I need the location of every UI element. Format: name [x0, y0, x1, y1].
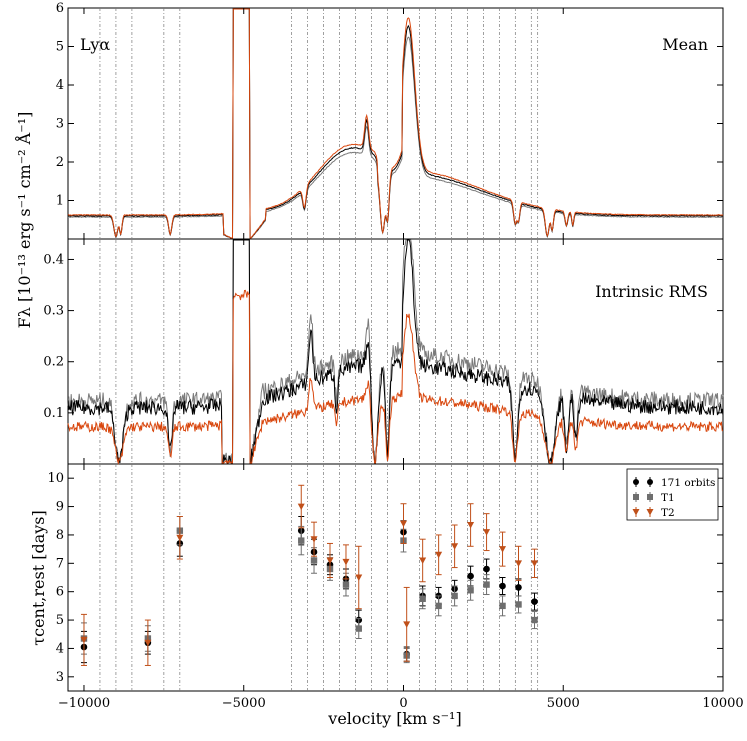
- xtick-label-3: 5000: [547, 696, 580, 711]
- point-T1-10: [419, 595, 426, 602]
- point-T2-4: [310, 536, 318, 543]
- legend-marker-T1-1: [647, 494, 653, 500]
- point-T1-13: [467, 587, 474, 594]
- point-T1-7: [355, 625, 362, 632]
- point-T1-14: [483, 581, 490, 588]
- legend-marker-171-orbits-1: [647, 479, 653, 485]
- middle-ytick-label-3: 0.4: [43, 252, 64, 267]
- point-171-orbits-16: [515, 584, 522, 591]
- point-T2-6: [342, 558, 350, 566]
- bottom-ytick-label-4: 7: [56, 556, 64, 571]
- xtick-label-1: −5000: [222, 696, 266, 711]
- x-axis-label: velocity [km s⁻¹]: [327, 709, 461, 728]
- bin-edge-lines: [99, 8, 539, 691]
- top-ytick-label-0: 1: [56, 194, 64, 209]
- point-T1-3: [298, 537, 305, 544]
- mean-line-T1: [67, 8, 724, 239]
- top-ytick-label-5: 6: [56, 1, 64, 16]
- point-T2-1: [144, 639, 152, 647]
- legend-label-171-orbits: 171 orbits: [661, 477, 715, 489]
- point-T2-2: [176, 534, 184, 542]
- annotation-intrinsic-rms: Intrinsic RMS: [595, 282, 708, 301]
- panel-bottom-frame: [67, 463, 724, 692]
- legend: 171 orbits T1 T2: [626, 468, 719, 521]
- point-171-orbits-17: [531, 598, 538, 605]
- legend-label-T1: T1: [661, 492, 675, 504]
- mean-line-171-orbits: [67, 8, 724, 239]
- point-T1-12: [451, 592, 458, 600]
- bottom-ytick-label-3: 6: [56, 585, 64, 600]
- rms-line-T2: [67, 289, 724, 465]
- point-171-orbits-15: [499, 582, 506, 590]
- rms-spectrum-lines: [67, 239, 724, 465]
- mean-spectrum-lines: [67, 8, 724, 239]
- bottom-ytick-label-5: 8: [56, 528, 64, 543]
- panel-top-frame: [67, 7, 724, 240]
- top-ytick-label-4: 5: [56, 40, 64, 55]
- point-T1-11: [435, 602, 442, 610]
- axis-ticks: 1 2 3 4 5 6 0.1 0.2 0.3 0.4 3 4 5 6 7 8 9 10 −10000 −5000 0 5…: [43, 1, 743, 711]
- middle-ytick-label-2: 0.3: [43, 304, 64, 319]
- bottom-ytick-label-6: 9: [56, 500, 64, 515]
- bottom-ytick-label-2: 5: [56, 613, 64, 628]
- shared-y-label: Fλ [10⁻¹³ erg s⁻¹ cm⁻² Å⁻¹]: [14, 112, 34, 329]
- point-T2-15: [499, 546, 507, 553]
- annotation-lya: Lyα: [80, 35, 110, 54]
- legend-marker-T2-0: [632, 509, 640, 516]
- point-T2-9: [403, 621, 411, 628]
- top-ytick-label-3: 4: [56, 78, 64, 93]
- middle-ytick-label-0: 0.1: [43, 406, 64, 421]
- point-T1-6: [342, 581, 350, 588]
- middle-ytick-label-1: 0.2: [43, 355, 64, 370]
- xtick-label-0: −10000: [58, 696, 110, 711]
- top-ytick-label-1: 2: [56, 155, 64, 170]
- bottom-y-label: τcent,rest [days]: [29, 510, 48, 645]
- point-T1-15: [499, 602, 506, 610]
- legend-marker-T1-0: [633, 494, 639, 500]
- point-T1-4: [310, 557, 318, 564]
- bottom-ytick-label-7: 10: [47, 471, 64, 486]
- bottom-ytick-label-1: 4: [56, 641, 64, 656]
- point-T2-10: [419, 557, 427, 564]
- point-T2-16: [515, 560, 523, 567]
- point-171-orbits-14: [483, 565, 490, 573]
- point-T2-5: [326, 557, 334, 564]
- point-171-orbits-13: [467, 572, 474, 580]
- point-T2-7: [355, 574, 363, 581]
- point-T2-11: [435, 551, 443, 559]
- xtick-label-4: 10000: [702, 696, 743, 711]
- point-T1-17: [531, 616, 538, 624]
- legend-label-T2: T2: [661, 507, 675, 519]
- point-T2-0: [80, 636, 88, 644]
- legend-marker-T2-1: [646, 509, 654, 516]
- point-T2-13: [467, 522, 475, 529]
- lag-points: [80, 484, 538, 666]
- xtick-label-2: 0: [399, 696, 407, 711]
- point-T1-16: [515, 601, 522, 608]
- point-T2-3: [297, 503, 305, 511]
- point-T2-17: [530, 560, 538, 567]
- rms-line-171-orbits: [67, 239, 724, 464]
- point-T2-12: [451, 543, 459, 550]
- legend-marker-171-orbits-0: [633, 479, 639, 485]
- point-T2-8: [399, 520, 407, 528]
- bottom-ytick-label-0: 3: [56, 670, 64, 685]
- point-T2-14: [483, 529, 491, 536]
- top-ytick-label-2: 3: [56, 117, 64, 132]
- mean-line-T2: [67, 8, 724, 239]
- annotation-mean: Mean: [662, 35, 708, 54]
